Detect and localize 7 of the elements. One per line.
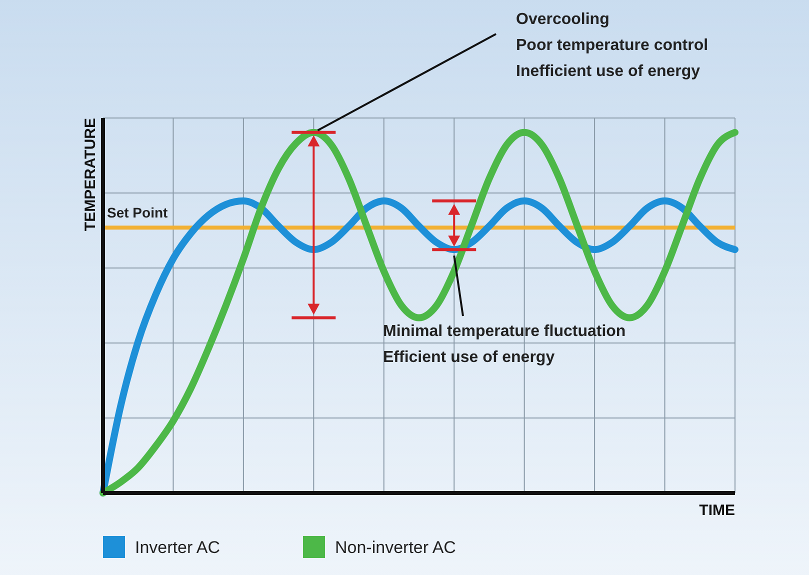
text: Overcooling Poor temperature control Inefficient use of energy bbox=[516, 11, 708, 80]
annotation: Minimal temperature fluctuation Efficient use of energy bbox=[383, 323, 626, 366]
legend-label: Inverter AC bbox=[135, 538, 220, 557]
x-axis-title: TIME bbox=[699, 502, 735, 519]
y-axis-title: TEMPERATURE bbox=[82, 118, 99, 232]
ref-line-label: Set Point bbox=[107, 204, 168, 221]
legend-label: Non-inverter AC bbox=[335, 538, 456, 557]
